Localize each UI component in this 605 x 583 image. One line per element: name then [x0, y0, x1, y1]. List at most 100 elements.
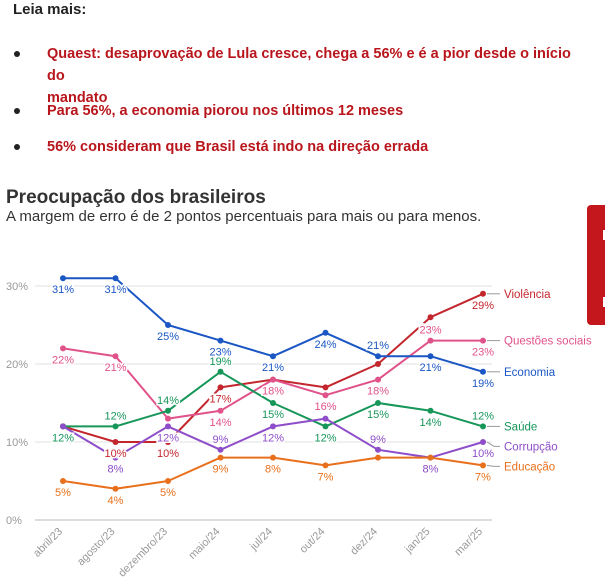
data-point	[165, 423, 171, 430]
data-point	[112, 454, 119, 461]
y-tick-label: 30%	[6, 281, 28, 293]
news-link-line: Para 56%, a economia piorou nos últimos …	[47, 103, 404, 119]
data-label: 12%	[472, 410, 494, 422]
bullet-icon	[14, 144, 20, 150]
data-label: 5%	[55, 487, 71, 499]
data-label: 8%	[423, 464, 439, 476]
data-point	[480, 337, 486, 344]
data-label: 10%	[472, 448, 494, 460]
data-label: 5%	[160, 487, 176, 499]
data-label: 10%	[104, 448, 126, 460]
data-label: 4%	[108, 495, 124, 507]
data-point	[165, 439, 171, 445]
data-point	[60, 423, 66, 430]
data-label: 23%	[209, 347, 231, 359]
legend-label: Economia	[504, 367, 556, 379]
data-point	[112, 439, 119, 445]
data-point	[375, 400, 381, 406]
data-label: 21%	[367, 340, 389, 352]
data-point	[270, 423, 276, 430]
data-point	[322, 423, 329, 430]
legend-label: Violência	[504, 289, 551, 301]
data-point	[112, 485, 119, 492]
data-point	[322, 392, 329, 399]
data-point	[165, 478, 171, 484]
data-point	[112, 275, 119, 282]
data-point	[427, 353, 434, 360]
data-point	[427, 407, 434, 414]
legend-label: Corrupção	[504, 441, 558, 453]
legend-label: Educação	[504, 461, 555, 473]
data-label: 31%	[52, 284, 74, 296]
data-label: 25%	[157, 331, 179, 343]
data-label: 14%	[209, 417, 231, 429]
chart-subtitle: A margem de erro é de 2 pontos percentua…	[6, 208, 482, 225]
x-tick-label: mar/25	[452, 526, 485, 559]
data-point	[270, 376, 276, 383]
data-label: 16%	[314, 401, 336, 413]
legend-label: Questões sociais	[504, 336, 592, 348]
bullet-icon	[14, 51, 20, 57]
data-label: 15%	[262, 409, 284, 421]
data-label: 10%	[157, 448, 179, 460]
data-label: 9%	[370, 434, 386, 446]
x-tick-label: jan/25	[402, 526, 432, 556]
data-point	[480, 462, 486, 469]
data-point	[217, 337, 224, 344]
data-point	[112, 423, 119, 430]
read-more-heading: Leia mais:	[13, 1, 87, 18]
data-label: 19%	[209, 356, 231, 368]
data-point	[322, 384, 329, 391]
data-label: 26%	[419, 323, 441, 335]
data-point	[427, 454, 434, 461]
data-point	[165, 407, 171, 414]
x-tick-label: maio/24	[186, 526, 222, 562]
data-label: 24%	[314, 339, 336, 351]
data-label: 19%	[472, 378, 494, 390]
data-point	[270, 353, 276, 360]
data-label: 12%	[262, 432, 284, 444]
data-label: 9%	[213, 464, 229, 476]
news-link-disapproval[interactable]: Quaest: desaprovação de Lula cresce, che…	[47, 43, 587, 109]
x-tick-label: dez/24	[348, 526, 380, 558]
data-label: 18%	[367, 386, 389, 398]
data-point	[217, 384, 224, 391]
data-point	[322, 329, 329, 336]
data-label: 8%	[265, 464, 281, 476]
data-point	[480, 439, 486, 445]
data-label: 12%	[104, 410, 126, 422]
data-label: 12%	[52, 432, 74, 444]
data-point	[375, 376, 381, 383]
y-tick-label: 10%	[6, 437, 28, 449]
data-point	[217, 454, 224, 461]
data-label: 9%	[213, 434, 229, 446]
data-point	[60, 478, 66, 484]
news-link-economy[interactable]: Para 56%, a economia piorou nos últimos …	[47, 100, 587, 122]
data-point	[112, 353, 119, 360]
legend-label: Saúde	[504, 421, 537, 433]
news-link-line: mandato	[47, 90, 108, 106]
x-tick-label: agosto/23	[75, 526, 118, 569]
data-point	[60, 275, 66, 282]
data-label: 12%	[157, 432, 179, 444]
x-tick-label: out/24	[298, 526, 328, 556]
data-point	[322, 462, 329, 469]
data-point	[480, 368, 486, 375]
side-tab[interactable]	[587, 205, 605, 325]
data-label: 21%	[419, 362, 441, 374]
data-point	[165, 415, 171, 422]
data-label: 21%	[104, 362, 126, 374]
data-label: 8%	[108, 464, 124, 476]
data-label: 18%	[262, 386, 284, 398]
data-label: 12%	[314, 432, 336, 444]
data-point	[217, 446, 224, 453]
data-label: 29%	[472, 300, 494, 312]
bullet-icon	[14, 108, 20, 114]
data-point	[270, 400, 276, 406]
data-point	[480, 290, 486, 297]
news-link-direction[interactable]: 56% consideram que Brasil está indo na d…	[47, 136, 587, 158]
x-tick-label: abril/23	[31, 526, 65, 560]
news-link-line: 56% consideram que Brasil está indo na d…	[47, 139, 429, 155]
data-label: 7%	[475, 471, 491, 483]
